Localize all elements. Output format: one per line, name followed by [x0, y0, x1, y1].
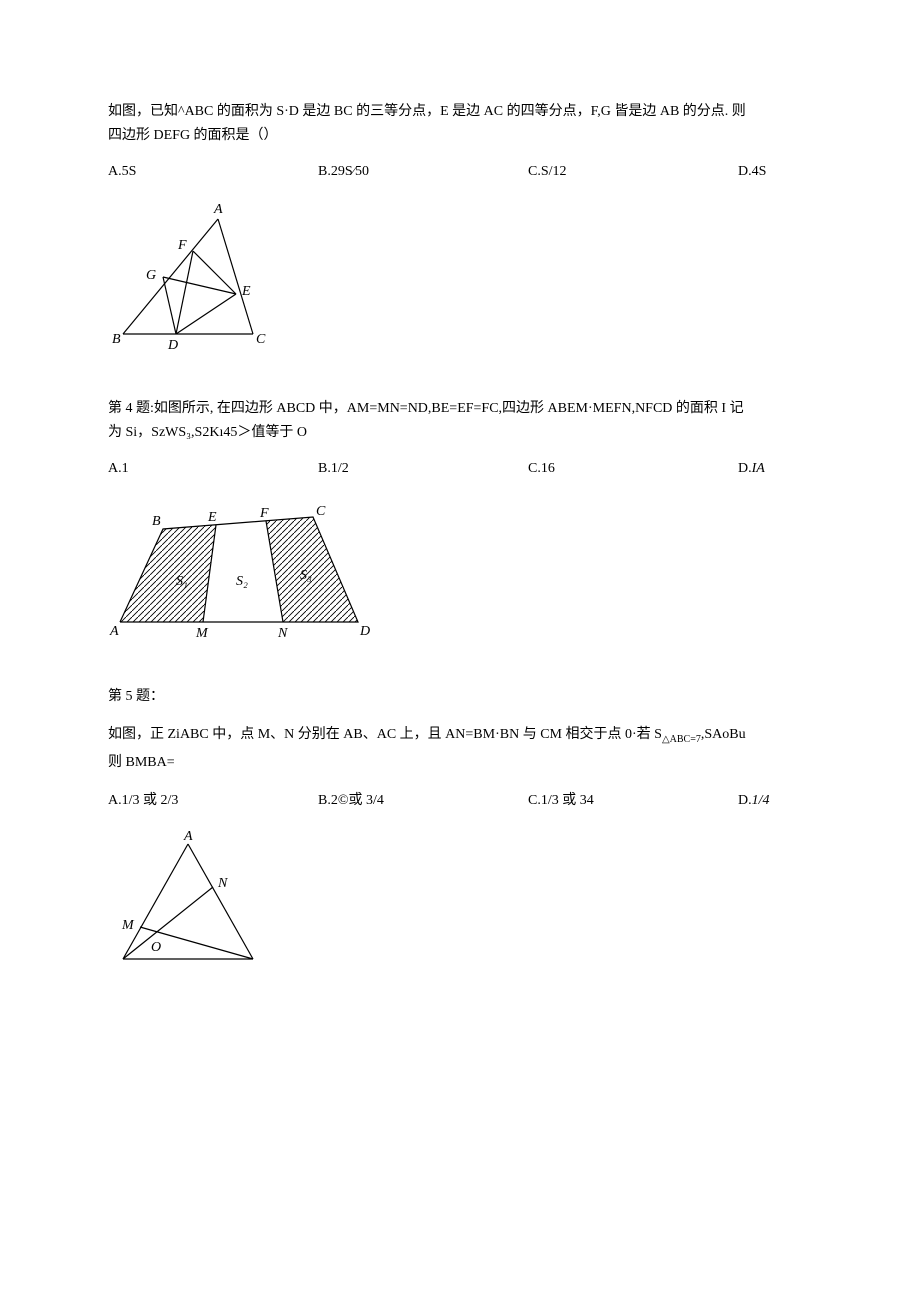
q3-option-b: B.29S⁄50 — [318, 160, 528, 184]
q5-sub1: △ABC=7 — [662, 733, 701, 744]
q5-option-d: D.1/4 — [738, 789, 858, 813]
svg-text:A: A — [183, 829, 193, 844]
q3-figure: A B C D E F G — [108, 199, 860, 349]
q5-option-b: B.2©或 3/4 — [318, 789, 528, 813]
q4-option-d-italic: IA — [752, 461, 765, 476]
q4-line1: 第 4 题:如图所示, 在四边形 ABCD 中，AM=MN=ND,BE=EF=F… — [108, 401, 744, 416]
svg-text:C: C — [316, 504, 326, 519]
q5-option-c: C.1/3 或 34 — [528, 789, 738, 813]
q5-after1: ,SAoBu — [701, 727, 746, 742]
q5-option-a: A.1/3 或 2/3 — [108, 789, 318, 813]
svg-text:O: O — [151, 940, 161, 955]
svg-text:E: E — [241, 284, 251, 299]
q5-header: 第 5 题： — [108, 685, 860, 709]
q5-line1: 如图，正 ZiABC 中，点 M、N 分别在 AB、AC 上，且 AN=BM·B… — [108, 727, 662, 742]
svg-text:E: E — [207, 510, 217, 525]
q3-option-c: C.S/12 — [528, 160, 738, 184]
q4-text: 第 4 题:如图所示, 在四边形 ABCD 中，AM=MN=ND,BE=EF=F… — [108, 397, 860, 445]
q5-option-d-italic: 1/4 — [752, 793, 770, 808]
svg-text:N: N — [277, 626, 288, 637]
q4-line2: 为 Si，SzWS₃,S2Kı45＞值等于 O — [108, 425, 307, 440]
q3-triangle-diagram: A B C D E F G — [108, 199, 273, 349]
svg-text:M: M — [195, 626, 209, 637]
svg-text:S₁: S₁ — [176, 574, 188, 589]
q5-figure: A M N O — [108, 829, 860, 974]
q5-option-d-prefix: D. — [738, 793, 752, 808]
q4-option-c: C.16 — [528, 457, 738, 481]
q5-triangle-diagram: A M N O — [108, 829, 263, 974]
q5-text: 如图，正 ZiABC 中，点 M、N 分别在 AB、AC 上，且 AN=BM·B… — [108, 721, 860, 778]
q3-line2: 四边形 DEFG 的面积是（） — [108, 128, 278, 143]
svg-text:D: D — [359, 624, 370, 637]
svg-text:F: F — [259, 506, 269, 521]
svg-text:M: M — [121, 918, 135, 933]
svg-text:F: F — [177, 238, 187, 253]
svg-text:S₃: S₃ — [300, 568, 312, 583]
svg-text:S₂: S₂ — [236, 574, 248, 589]
svg-text:A: A — [109, 624, 119, 637]
q4-option-b: B.1/2 — [318, 457, 528, 481]
svg-text:B: B — [152, 514, 161, 529]
svg-text:B: B — [112, 332, 121, 347]
q4-options: A.1 B.1/2 C.16 D.IA — [108, 457, 860, 481]
q3-option-d: D.4S — [738, 160, 858, 184]
svg-text:G: G — [146, 268, 156, 283]
q4-option-d: D.IA — [738, 457, 858, 481]
q4-option-a: A.1 — [108, 457, 318, 481]
q5-options: A.1/3 或 2/3 B.2©或 3/4 C.1/3 或 34 D.1/4 — [108, 789, 860, 813]
svg-text:C: C — [256, 332, 266, 347]
q3-option-a: A.5S — [108, 160, 318, 184]
q4-option-d-prefix: D. — [738, 461, 752, 476]
q3-options: A.5S B.29S⁄50 C.S/12 D.4S — [108, 160, 860, 184]
svg-text:N: N — [217, 876, 228, 891]
q3-line1: 如图，已知^ABC 的面积为 S·D 是边 BC 的三等分点，E 是边 AC 的… — [108, 104, 746, 119]
q5-line2: 则 BMBA= — [108, 755, 175, 770]
q4-quadrilateral-diagram: A B C D M N E F S₁ S₂ S₃ — [108, 497, 378, 637]
svg-text:A: A — [213, 202, 223, 217]
q4-figure: A B C D M N E F S₁ S₂ S₃ — [108, 497, 860, 637]
q3-text: 如图，已知^ABC 的面积为 S·D 是边 BC 的三等分点，E 是边 AC 的… — [108, 100, 860, 148]
svg-text:D: D — [167, 338, 178, 349]
